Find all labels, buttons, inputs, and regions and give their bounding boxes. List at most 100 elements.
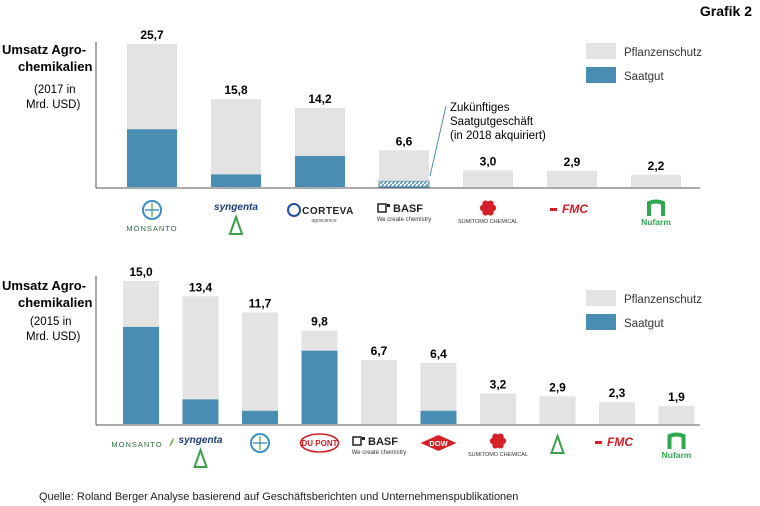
bar-0-monsanto-pflanzenschutz bbox=[127, 44, 177, 130]
legend-2015-pflanzenschutz-label: Pflanzenschutz bbox=[624, 294, 702, 306]
monsanto-leaf-icon bbox=[169, 438, 174, 447]
svg-text:syngenta: syngenta bbox=[214, 202, 258, 213]
value-label-1-nufarm: 1,9 bbox=[668, 390, 685, 404]
panel-2015-title-line-1: Umsatz Agro- bbox=[2, 278, 86, 293]
legend-2015-saatgut-swatch bbox=[586, 314, 616, 330]
value-label-1-bayer: 11,7 bbox=[249, 296, 272, 310]
logo-0-fmc: FMC bbox=[550, 202, 588, 216]
bar-0-sumitomo-chemical-pflanzenschutz bbox=[463, 170, 513, 187]
value-label-0-nufarm: 2,2 bbox=[648, 159, 665, 173]
value-label-0-fmc: 2,9 bbox=[564, 155, 581, 169]
bar-1-bayer-saatgut bbox=[242, 410, 278, 424]
bar-1-syngenta-pflanzenschutz bbox=[182, 296, 219, 400]
legend-2017-saatgut-swatch bbox=[586, 67, 616, 83]
value-label-1-basf: 6,7 bbox=[371, 344, 388, 358]
bayer-cross-icon bbox=[142, 200, 162, 220]
logo-1-monsanto: MONSANTO bbox=[111, 438, 174, 449]
nufarm-n-icon bbox=[667, 432, 686, 449]
logo-1-syngenta-seeds bbox=[550, 432, 565, 454]
corteva-globe-icon bbox=[287, 203, 301, 217]
source-note: Quelle: Roland Berger Analyse basierend … bbox=[39, 491, 518, 503]
svg-text:MONSANTO: MONSANTO bbox=[126, 224, 177, 233]
sumitomo-flower-icon bbox=[479, 200, 497, 216]
bar-0-monsanto-saatgut bbox=[127, 129, 177, 187]
svg-text:We create chemistry: We create chemistry bbox=[377, 217, 432, 223]
svg-text:SUMITOMO CHEMICAL: SUMITOMO CHEMICAL bbox=[458, 219, 518, 225]
logo-0-sumitomo-chemical: SUMITOMO CHEMICAL bbox=[458, 200, 518, 225]
value-label-1-sumitomo-chemical: 3,2 bbox=[490, 377, 507, 391]
bayer-cross-icon bbox=[250, 433, 270, 453]
logo-1-bayer bbox=[250, 433, 270, 453]
panel-2017-title-line-2: chemikalien bbox=[18, 59, 92, 74]
value-label-0-sumitomo-chemical: 3,0 bbox=[480, 154, 497, 168]
value-label-1-syngenta: 13,4 bbox=[189, 280, 213, 294]
bar-1-syngenta-seeds-pflanzenschutz bbox=[539, 396, 576, 424]
legend-2017-saatgut-label: Saatgut bbox=[624, 71, 664, 83]
dow-diamond-icon bbox=[420, 435, 457, 451]
bar-1-monsanto-saatgut bbox=[123, 326, 159, 424]
svg-text:We create chemistry: We create chemistry bbox=[352, 450, 407, 456]
dupont-oval-icon bbox=[299, 433, 340, 453]
nufarm-n-icon bbox=[647, 199, 665, 216]
bar-1-bayer-pflanzenschutz bbox=[242, 312, 278, 411]
svg-text:FMC: FMC bbox=[607, 435, 633, 449]
legend-2017-pflanzenschutz-swatch bbox=[586, 43, 616, 59]
value-label-0-corteva: 14,2 bbox=[308, 92, 332, 106]
bar-0-corteva-saatgut bbox=[295, 155, 345, 187]
fmc-icon bbox=[595, 441, 602, 444]
bar-1-syngenta-saatgut bbox=[182, 399, 219, 424]
fmc-icon bbox=[550, 208, 557, 211]
legend-2015-pflanzenschutz-swatch bbox=[586, 290, 616, 306]
annotation-line-1: Zukünftiges bbox=[450, 102, 510, 114]
svg-text:SUMITOMO CHEMICAL: SUMITOMO CHEMICAL bbox=[468, 452, 528, 458]
bar-1-basf-pflanzenschutz bbox=[361, 360, 397, 424]
bar-1-monsanto-pflanzenschutz bbox=[123, 281, 159, 327]
svg-text:MONSANTO: MONSANTO bbox=[111, 440, 162, 449]
svg-text:syngenta: syngenta bbox=[179, 435, 223, 446]
svg-text:BASF: BASF bbox=[368, 436, 398, 448]
logo-1-syngenta: syngenta bbox=[179, 435, 223, 468]
svg-text:DOW: DOW bbox=[429, 439, 448, 448]
logo-1-fmc: FMC bbox=[595, 435, 633, 449]
panel-2015-subtitle-line-1: (2015 in bbox=[30, 316, 72, 328]
logo-1-nufarm: Nufarm bbox=[662, 432, 692, 460]
svg-text:agriscience: agriscience bbox=[311, 218, 337, 224]
bar-0-basf-saatgut bbox=[378, 180, 430, 188]
bar-1-dow-pflanzenschutz bbox=[420, 362, 457, 411]
bar-0-syngenta-saatgut bbox=[211, 174, 261, 187]
bar-1-dupont-saatgut bbox=[301, 350, 338, 424]
svg-text:CORTEVA: CORTEVA bbox=[302, 206, 354, 217]
bar-1-dupont-pflanzenschutz bbox=[301, 330, 338, 351]
grafik-label: Grafik 2 bbox=[700, 3, 752, 19]
bar-0-corteva-pflanzenschutz bbox=[295, 107, 345, 156]
bar-0-fmc-pflanzenschutz bbox=[547, 170, 597, 187]
value-label-1-monsanto: 15,0 bbox=[129, 265, 153, 279]
logo-1-dow: DOW bbox=[420, 435, 457, 451]
panel-2017-subtitle-line-2: Mrd. USD) bbox=[26, 99, 80, 111]
logo-0-nufarm: Nufarm bbox=[641, 199, 671, 227]
value-label-1-fmc: 2,3 bbox=[609, 386, 626, 400]
logo-0-syngenta: syngenta bbox=[214, 202, 258, 235]
logo-1-sumitomo-chemical: SUMITOMO CHEMICAL bbox=[468, 433, 528, 458]
panel-2017-subtitle-line-1: (2017 in bbox=[34, 84, 76, 96]
value-label-1-dupont: 9,8 bbox=[311, 315, 328, 329]
bar-1-dow-saatgut bbox=[420, 410, 457, 424]
bar-1-nufarm-pflanzenschutz bbox=[658, 405, 695, 424]
annotation-leader-line bbox=[429, 105, 447, 177]
svg-text:FMC: FMC bbox=[562, 202, 588, 216]
value-label-0-syngenta: 15,8 bbox=[224, 83, 248, 97]
svg-text:Nufarm: Nufarm bbox=[662, 450, 692, 460]
value-label-0-monsanto: 25,7 bbox=[140, 28, 164, 42]
syngenta-leaf-icon bbox=[193, 446, 208, 468]
basf-square-icon bbox=[352, 436, 365, 446]
panel-2017-title-line-1: Umsatz Agro- bbox=[2, 42, 86, 57]
panel-2015-subtitle-line-2: Mrd. USD) bbox=[26, 331, 80, 343]
basf-square-icon bbox=[377, 203, 390, 213]
annotation-line-3: (in 2018 akquiriert) bbox=[450, 130, 546, 142]
bar-0-basf-pflanzenschutz bbox=[379, 150, 429, 181]
logo-0-basf: BASF We create chemistry bbox=[377, 203, 432, 223]
logo-1-dupont: DU PONT bbox=[299, 433, 340, 453]
svg-text:BASF: BASF bbox=[393, 203, 423, 215]
logo-1-basf: BASF We create chemistry bbox=[352, 436, 407, 456]
